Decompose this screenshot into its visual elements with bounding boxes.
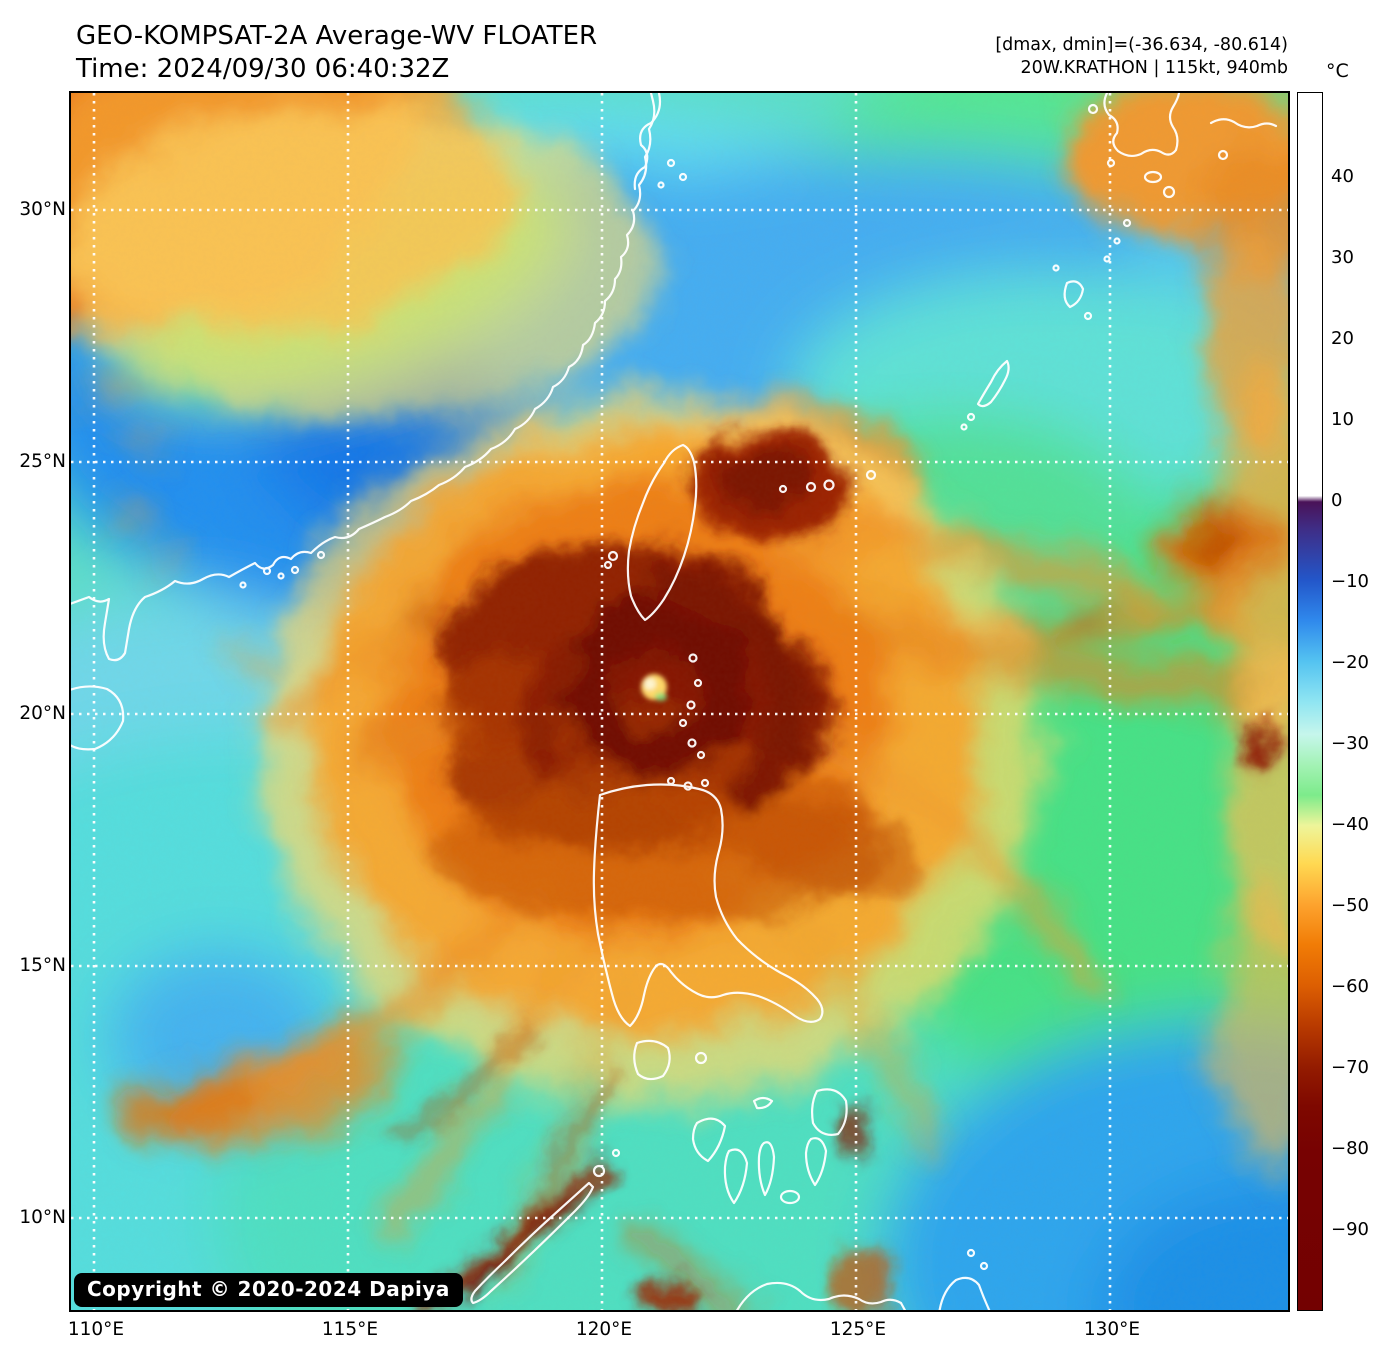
coastlines: [71, 93, 1278, 1310]
china-coastline: [71, 93, 656, 662]
colorbar-gradient: [1297, 92, 1323, 1311]
lon-label-115E: 115°E: [321, 1319, 379, 1340]
kyushu-coastline: [1103, 93, 1181, 158]
colorbar-tick: −10: [1331, 571, 1369, 593]
lat-label-25N: 25°N: [19, 451, 66, 473]
mindoro-island: [633, 1039, 671, 1081]
colorbar-tick: −70: [1331, 1057, 1369, 1079]
yangtze-estuary-coast: [633, 93, 662, 191]
luzon-island: [592, 783, 824, 1028]
lat-label-20N: 20°N: [19, 703, 66, 725]
product-time: Time: 2024/09/30 06:40:32Z: [76, 54, 450, 84]
hainan-island: [71, 685, 125, 751]
leyte-island: [804, 1137, 828, 1187]
colorbar-tick: 40: [1331, 166, 1354, 188]
panay-island: [691, 1117, 727, 1163]
taiwan-island: [626, 443, 698, 622]
lon-label-125E: 125°E: [829, 1319, 887, 1340]
surigao-coast: [938, 1276, 991, 1310]
colorbar-tick: −60: [1331, 976, 1369, 998]
colorbar-tick: 20: [1331, 328, 1354, 350]
colorbar-tick: 10: [1331, 409, 1354, 431]
copyright-badge: Copyright © 2020-2024 Dapiya: [74, 1273, 463, 1307]
colorbar-tick: 0: [1331, 490, 1343, 512]
graticule-gridlines: [71, 93, 1288, 1310]
mindanao-north-coast: [736, 1281, 907, 1310]
amami-island: [1063, 280, 1085, 309]
lat-label-15N: 15°N: [19, 955, 66, 977]
masbate-island: [752, 1096, 774, 1110]
colorbar-tick: −50: [1331, 895, 1369, 917]
storm-intensity-label: 20W.KRATHON | 115kt, 940mb: [1020, 58, 1288, 78]
lon-label-120E: 120°E: [575, 1319, 633, 1340]
image-grain-texture: [71, 93, 1288, 1310]
lat-label-10N: 10°N: [19, 1207, 66, 1229]
product-title-block: GEO-KOMPSAT-2A Average-WV FLOATER Time: …: [76, 20, 597, 86]
lon-label-110E: 110°E: [67, 1319, 125, 1340]
colorbar-tick: −80: [1331, 1138, 1369, 1160]
negros-island: [723, 1148, 749, 1205]
samar-island: [811, 1088, 848, 1136]
colorbar-tick: −40: [1331, 814, 1369, 836]
annotation-block: [dmax, dmin]=(-36.634, -80.614) 20W.KRAT…: [995, 34, 1288, 80]
shikoku-coast-segment: [1209, 118, 1278, 129]
lon-label-130E: 130°E: [1083, 1319, 1141, 1340]
product-title: GEO-KOMPSAT-2A Average-WV FLOATER: [76, 21, 598, 51]
colorbar-unit: °C: [1326, 60, 1349, 82]
lat-label-30N: 30°N: [19, 199, 66, 221]
okinawa-island: [976, 359, 1010, 408]
dmax-dmin-value: [dmax, dmin]=(-36.634, -80.614): [995, 35, 1288, 55]
satellite-map: Copyright © 2020-2024 Dapiya: [69, 91, 1290, 1312]
colorbar-tick: −20: [1331, 652, 1369, 674]
colorbar-tick: −30: [1331, 733, 1369, 755]
water-vapor-image: [71, 93, 1288, 1310]
cebu-island: [757, 1141, 776, 1197]
colorbar-tick: −90: [1331, 1219, 1369, 1241]
colorbar-tick: 30: [1331, 247, 1354, 269]
